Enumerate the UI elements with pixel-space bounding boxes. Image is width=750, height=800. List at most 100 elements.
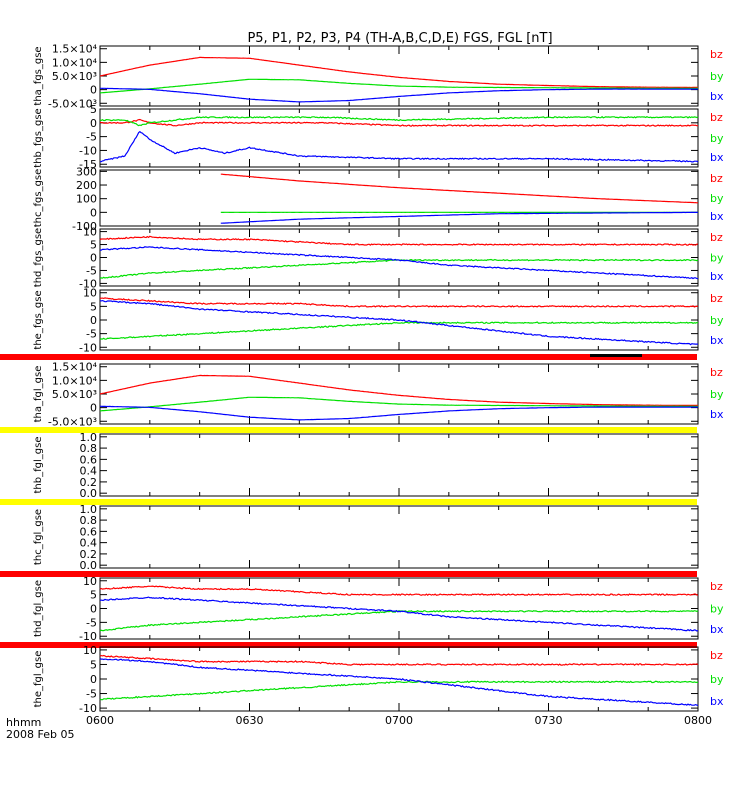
x-tick-label: 0700 [385,714,413,727]
status-bar-thd_fgl_gse [0,571,697,577]
y-tick-label: 10 [83,575,97,588]
status-bar-the_fgl_gse [0,642,697,648]
y-tick-label: 0 [90,673,97,686]
y-tick-label: 5.0×10³ [52,70,97,83]
y-tick-label: -10 [79,702,97,715]
y-tick-label: 5 [90,589,97,602]
y-tick-label: -10 [79,630,97,643]
y-tick-label: 1.0×10⁴ [52,374,98,387]
series-bz [99,235,699,246]
legend-bx: bx [710,151,724,164]
series-bx [99,657,699,707]
panel-the_fgl_gse: -10-5 0 510 the_fgl_gse bz by bx [0,642,724,715]
legend-by: by [710,388,724,401]
panel-frame [99,433,699,497]
y-tick-label: 5 [90,658,97,671]
y-tick-label: -10 [79,341,97,354]
y-tick-label: 0.6 [80,525,98,538]
series-bz [99,297,699,308]
y-tick-label: 0.2 [80,548,98,561]
legend-bz: bz [710,172,723,185]
series-by [99,609,699,632]
y-tick-label: 0 [90,84,97,97]
legend-by: by [710,132,724,145]
y-axis-label: thd_fgs_gse [33,228,44,287]
y-tick-label: -5 [86,264,97,277]
panel-frame [99,505,699,569]
y-tick-label: 1.0 [80,431,98,444]
y-tick-label: -5 [86,616,97,629]
series-bx [99,130,699,163]
y-axis-label: thd_fgl_gse [33,580,44,637]
y-tick-label: 5 [90,239,97,252]
y-tick-label: 0 [90,117,97,130]
y-axis-label: tha_fgs_gse [33,46,44,105]
series-bz [99,56,698,89]
series-bz [99,118,698,127]
y-tick-label: 5 [90,300,97,313]
y-tick-label: -5.0×10³ [48,97,97,110]
legend-bz: bz [710,231,723,244]
panel-frame [99,577,699,640]
series-by [99,396,698,412]
y-tick-label: 0 [90,252,97,265]
plot-title: P5, P1, P2, P3, P4 (TH-A,B,C,D,E) FGS, F… [247,31,552,46]
legend-by: by [710,70,724,83]
series-bz [220,173,699,204]
legend-by: by [710,603,724,616]
y-tick-label: 0 [90,402,97,415]
series-bx [99,405,698,421]
legend-by: by [710,192,724,205]
y-tick-label: 0.8 [80,442,98,455]
y-tick-label: 5.0×10³ [52,388,97,401]
status-bar-thb_fgl_gse [0,427,697,433]
y-tick-label: 0.4 [80,537,98,550]
y-tick-label: 5 [90,103,97,116]
legend-bz: bz [710,292,723,305]
legend-by: by [710,252,724,265]
series-by [99,321,699,340]
y-axis-label: thc_fgl_gse [33,509,44,565]
series-bz [99,654,699,666]
series-bx [220,211,699,224]
y-tick-label: 1.5×10⁴ [52,361,98,374]
series-by [99,680,698,701]
x-tick-label: 0800 [684,714,712,727]
series-by [99,115,699,127]
time-axis: 0600 0630 0700 0730 0800 [86,714,712,727]
legend-bz: bz [710,580,723,593]
legend-bz: bz [710,649,723,662]
series-by [99,258,699,279]
legend-bz: bz [710,48,723,61]
panel-frame [99,169,699,227]
legend-bx: bx [710,210,724,223]
y-tick-label: 0.2 [80,476,98,489]
y-tick-label: 10 [83,226,97,239]
series-bz [99,585,699,596]
panel-thb_fgs_gse: -15-10-505 thb_fgs_gse bz by bx [33,103,724,171]
y-tick-label: -100 [72,220,97,233]
y-tick-label: -5 [86,328,97,341]
y-tick-label: -5 [86,131,97,144]
time-unit-label: hhmm [6,716,41,729]
y-tick-label: 200 [76,179,97,192]
y-axis-label: tha_fgl_gse [33,366,44,423]
y-tick-label: 10 [83,644,97,657]
legend-bx: bx [710,270,724,283]
y-tick-label: 10 [83,287,97,300]
y-tick-label: 300 [76,165,97,178]
y-axis-label: the_fgs_gse [33,290,44,349]
legend-bx: bx [710,90,724,103]
y-tick-label: 0.8 [80,514,98,527]
status-bar-tha_fgl_gse [0,354,697,360]
legend-bx: bx [710,408,724,421]
panel-frame [99,228,699,287]
series-bx [100,87,698,103]
y-tick-label: 0 [90,603,97,616]
